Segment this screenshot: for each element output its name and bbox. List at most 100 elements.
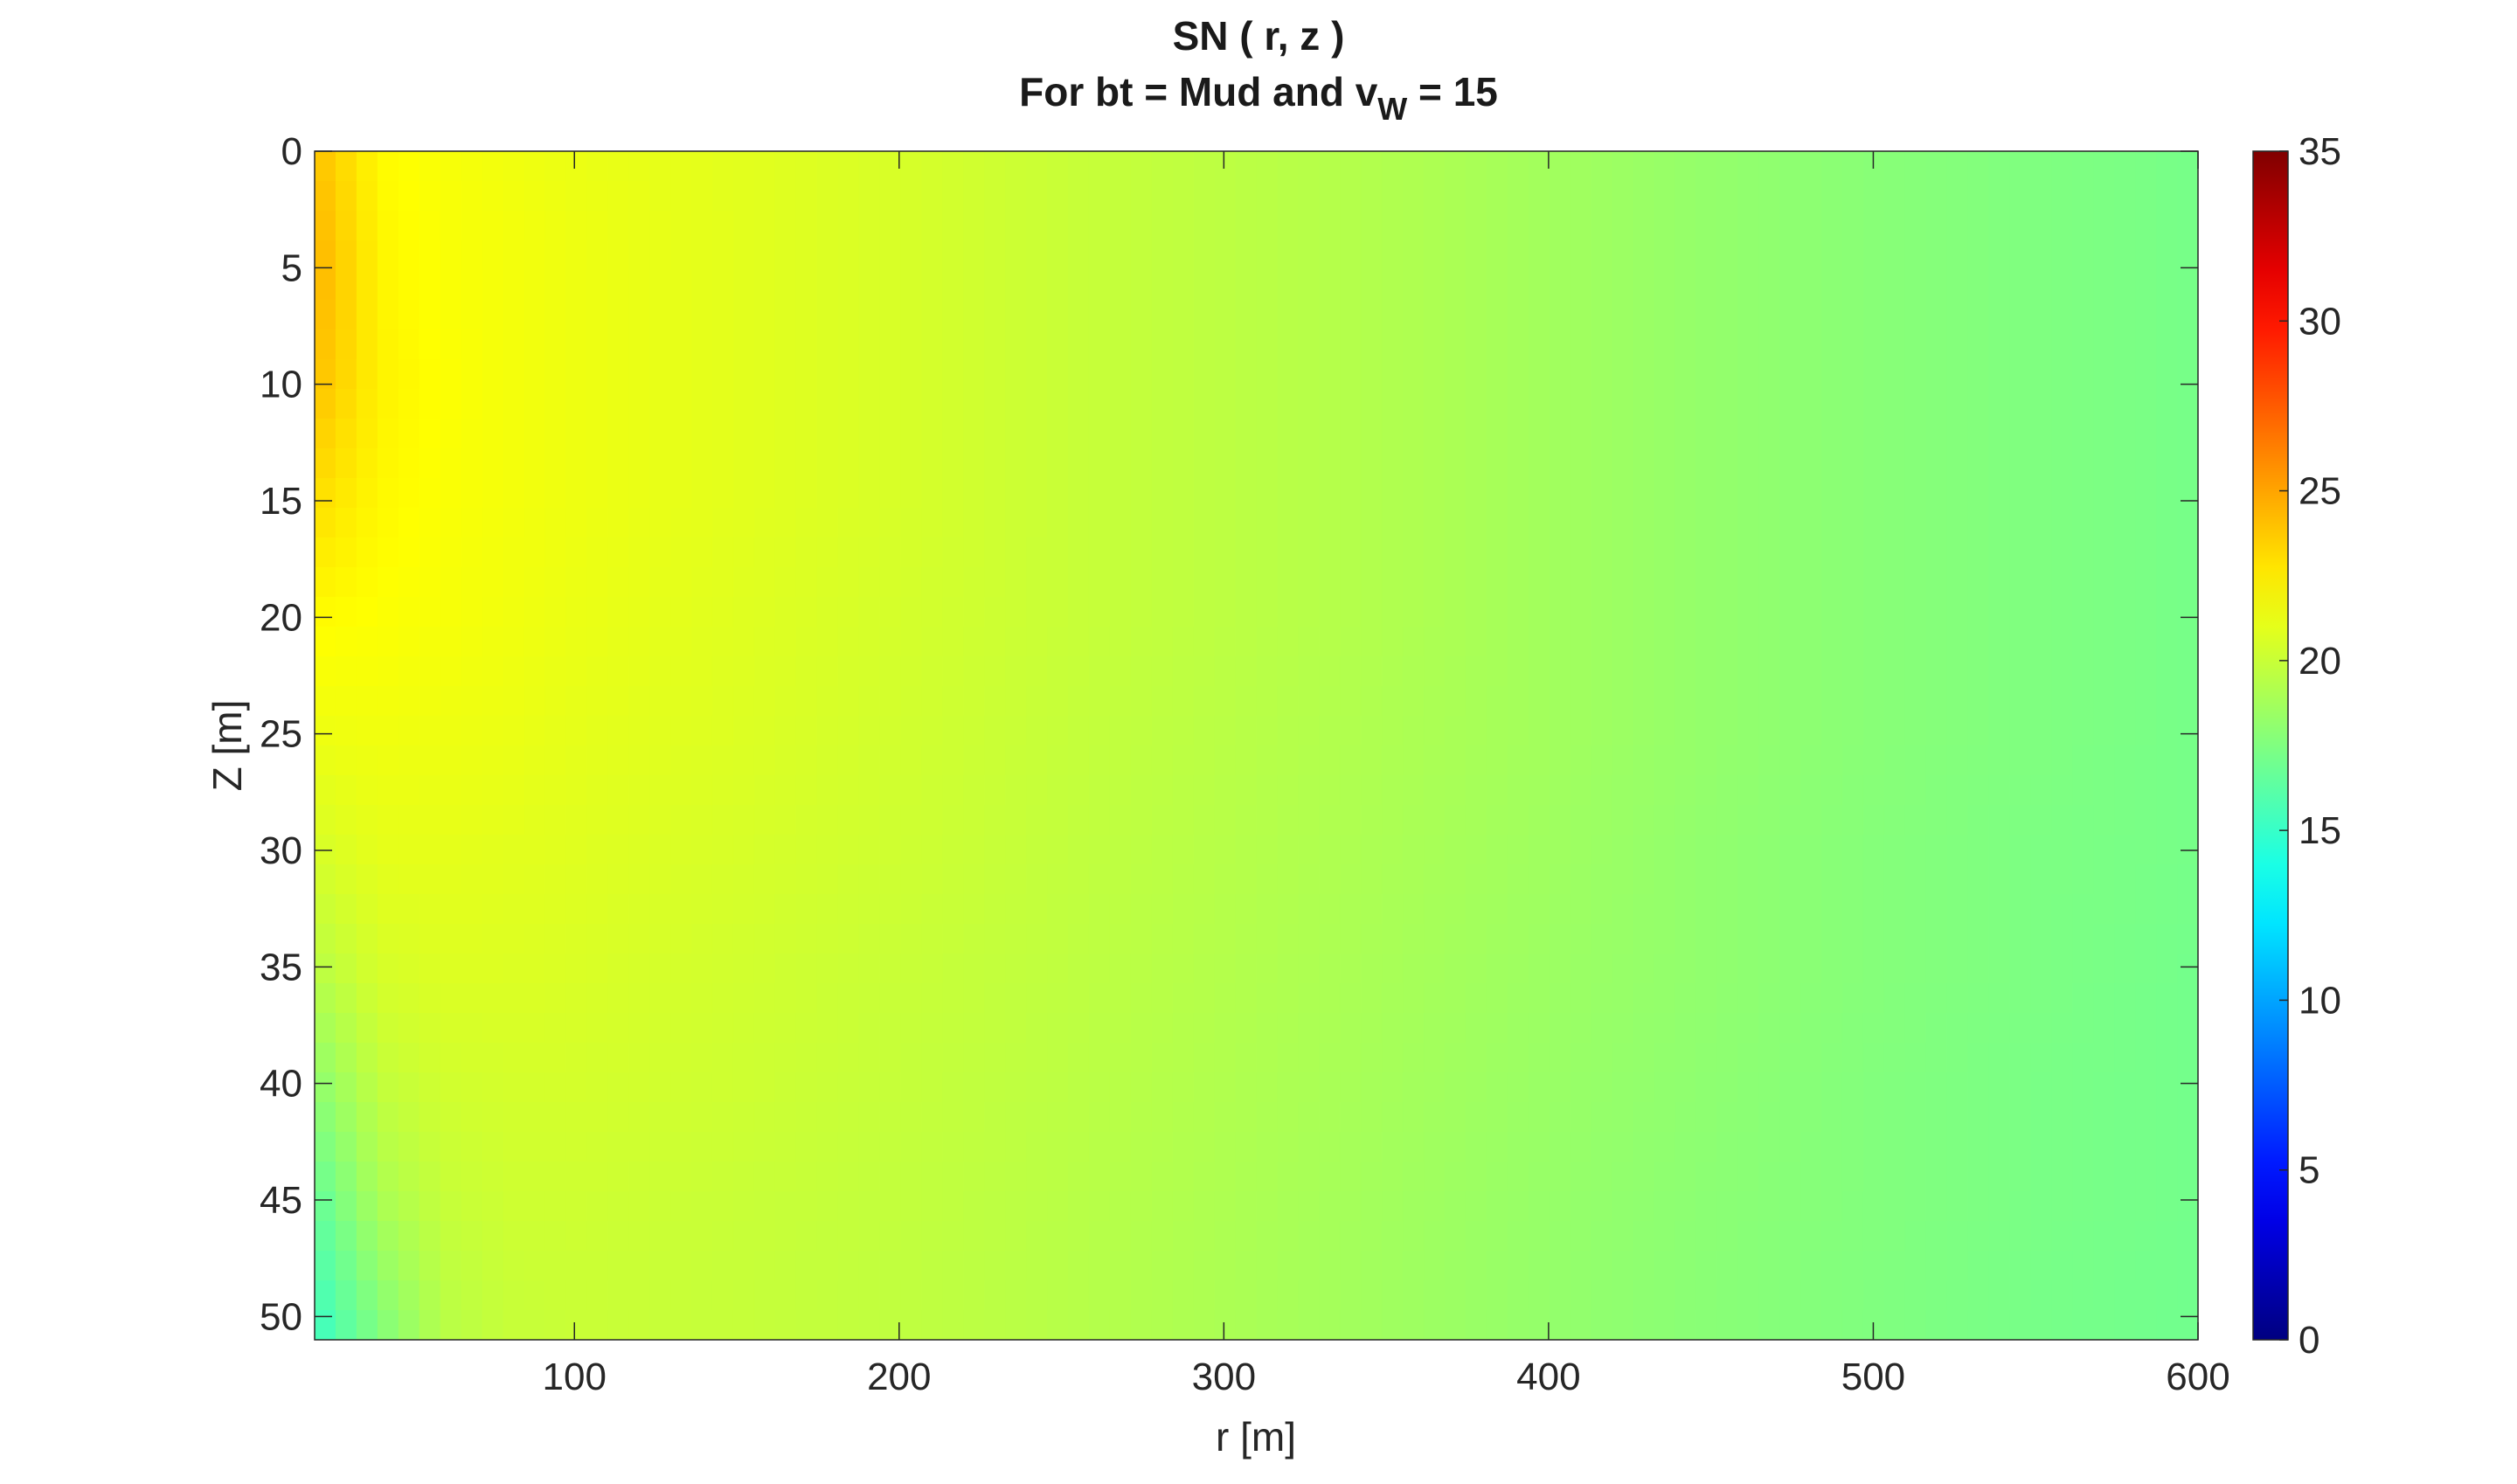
heatmap-cell (377, 508, 399, 538)
heatmap-cell (1151, 864, 1174, 895)
heatmap-cell (774, 954, 797, 984)
heatmap-cell (711, 686, 734, 717)
heatmap-cell (1925, 983, 1948, 1014)
heatmap-cell (315, 656, 336, 687)
heatmap-cell (419, 656, 441, 687)
heatmap-cell (1633, 1102, 1655, 1133)
heatmap-cell (1633, 775, 1655, 806)
heatmap-cell (670, 329, 692, 360)
heatmap-cell (356, 181, 378, 212)
heatmap-cell (1088, 300, 1111, 330)
heatmap-cell (1779, 686, 1802, 717)
heatmap-cell (900, 983, 923, 1014)
heatmap-cell (419, 835, 441, 865)
heatmap-cell (440, 419, 462, 449)
heatmap-cell (1068, 300, 1090, 330)
heatmap-cell (963, 359, 986, 390)
heatmap-cell (879, 1310, 902, 1340)
heatmap-cell (1088, 211, 1111, 241)
heatmap-cell (816, 627, 839, 657)
heatmap-cell (900, 1221, 923, 1252)
heatmap-cell (1340, 627, 1363, 657)
colorbar-tick-label: 35 (2299, 130, 2341, 173)
heatmap-cell (482, 1072, 504, 1103)
heatmap-cell (1904, 1013, 1927, 1044)
heatmap-cell (711, 805, 734, 836)
heatmap-cell (1361, 864, 1383, 895)
heatmap-cell (1528, 329, 1550, 360)
heatmap-cell (2009, 1280, 2032, 1311)
heatmap-cell (1424, 478, 1446, 509)
heatmap-cell (1193, 448, 1216, 479)
heatmap-cell (2009, 775, 2032, 806)
heatmap-cell (1695, 508, 1718, 538)
heatmap-cell (1862, 270, 1885, 301)
heatmap-cell (1904, 508, 1927, 538)
colorbar-tick-label: 15 (2299, 809, 2341, 852)
heatmap-cell (1256, 1221, 1279, 1252)
heatmap-cell (649, 329, 672, 360)
heatmap-cell (2135, 537, 2158, 568)
heatmap-cell (2030, 775, 2053, 806)
heatmap-cell (1695, 329, 1718, 360)
heatmap-cell (565, 1280, 588, 1311)
heatmap-cell (524, 329, 546, 360)
heatmap-cell (1193, 1102, 1216, 1133)
heatmap-cell (1068, 508, 1090, 538)
heatmap-cell (816, 329, 839, 360)
heatmap-cell (1256, 745, 1279, 776)
heatmap-cell (1549, 537, 1571, 568)
heatmap-cell (1695, 1280, 1718, 1311)
heatmap-cell (1967, 359, 1990, 390)
heatmap-cell (2030, 894, 2053, 925)
heatmap-cell (795, 151, 818, 182)
heatmap-cell (586, 270, 609, 301)
heatmap-cell (670, 1191, 692, 1222)
heatmap-cell (1612, 1251, 1634, 1281)
heatmap-cell (419, 1191, 441, 1222)
heatmap-cell (1214, 864, 1237, 895)
heatmap-cell (691, 864, 713, 895)
heatmap-cell (565, 478, 588, 509)
heatmap-cell (942, 716, 965, 746)
heatmap-cell (2072, 1221, 2095, 1252)
heatmap-cell (1821, 1162, 1843, 1192)
heatmap-cell (607, 1102, 630, 1133)
heatmap-cell (419, 1132, 441, 1162)
heatmap-cell (1821, 1132, 1843, 1162)
heatmap-cell (1695, 597, 1718, 628)
heatmap-cell (482, 775, 504, 806)
heatmap-cell (1633, 864, 1655, 895)
heatmap-cell (398, 478, 420, 509)
heatmap-cell (419, 389, 441, 420)
heatmap-cell (1465, 359, 1487, 390)
heatmap-cell (1675, 775, 1697, 806)
heatmap-cell (419, 478, 441, 509)
heatmap-cell (1654, 329, 1676, 360)
heatmap-cell (921, 686, 944, 717)
heatmap-cell (858, 745, 881, 776)
heatmap-cell (2051, 864, 2074, 895)
heatmap-cell (1109, 983, 1132, 1014)
heatmap-cell (2093, 1221, 2116, 1252)
heatmap-cell (586, 954, 609, 984)
heatmap-cell (691, 1162, 713, 1192)
heatmap-cell (1675, 508, 1697, 538)
heatmap-cell (1382, 240, 1404, 271)
heatmap-cell (1382, 359, 1404, 390)
heatmap-cell (1151, 745, 1174, 776)
heatmap-cell (1716, 211, 1739, 241)
heatmap-cell (1445, 1043, 1467, 1073)
heatmap-cell (377, 151, 399, 182)
heatmap-cell (377, 1132, 399, 1162)
heatmap-cell (795, 1013, 818, 1044)
heatmap-cell (816, 1043, 839, 1073)
heatmap-cell (2093, 359, 2116, 390)
heatmap-cell (1403, 419, 1425, 449)
heatmap-cell (419, 745, 441, 776)
heatmap-cell (1612, 359, 1634, 390)
heatmap-cell (315, 300, 336, 330)
heatmap-cell (586, 567, 609, 598)
heatmap-cell (1570, 181, 1592, 212)
heatmap-cell (1904, 954, 1927, 984)
